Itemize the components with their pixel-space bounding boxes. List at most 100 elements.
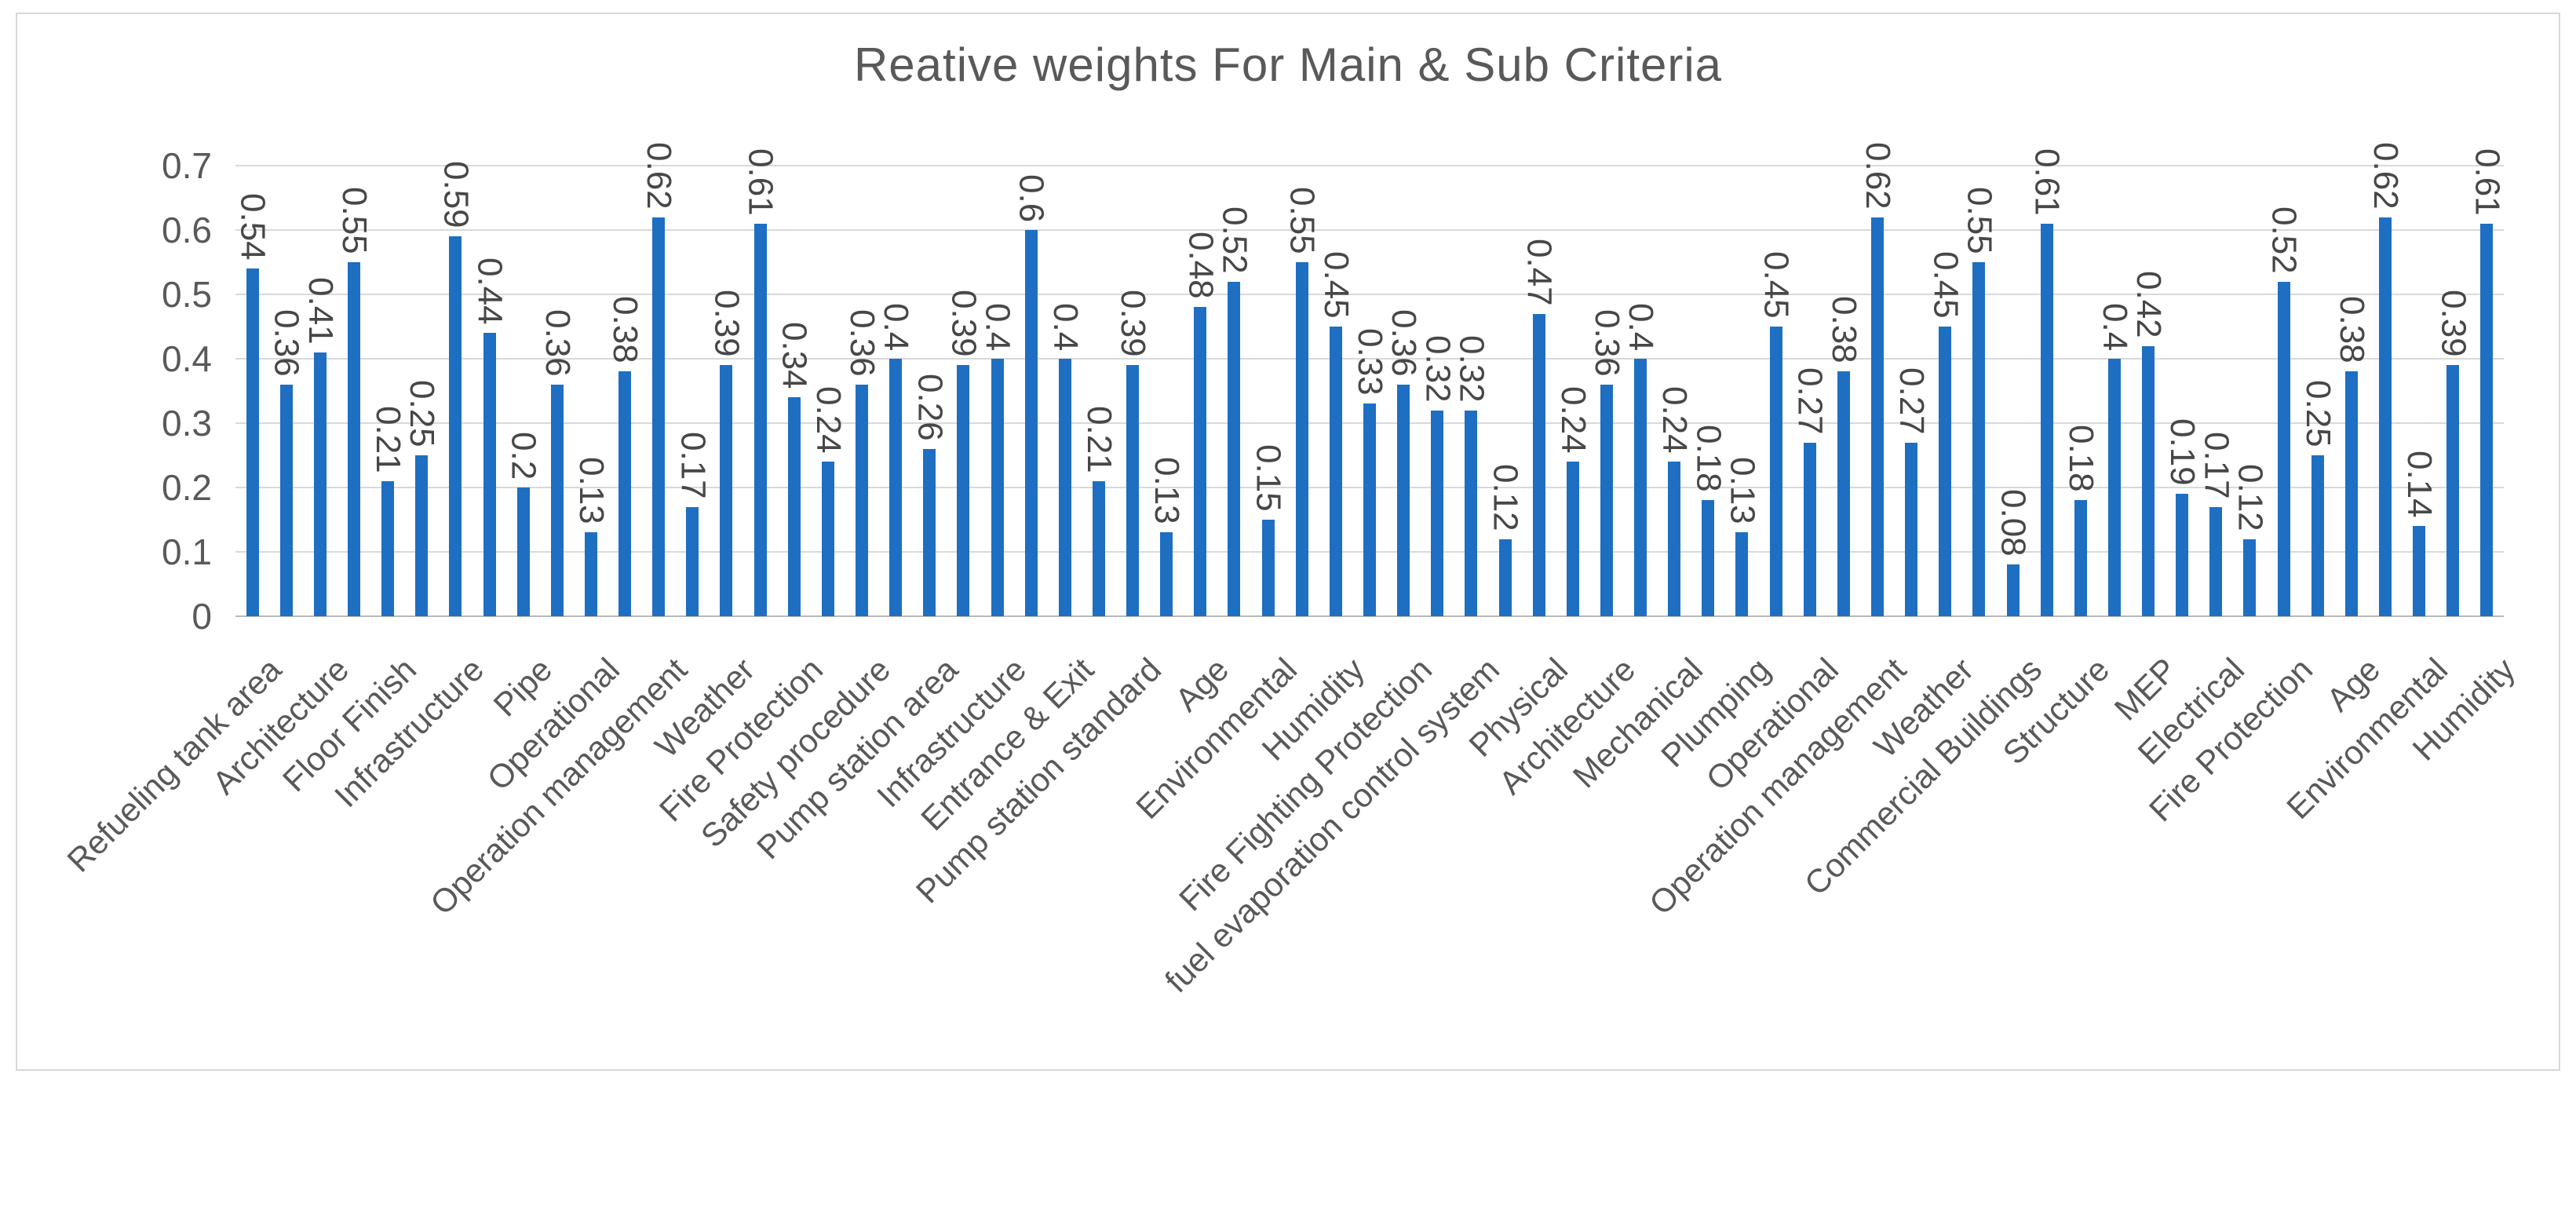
bar-value-label: 0.55 [1283,187,1322,254]
bar [279,384,293,616]
bar [1905,442,1918,616]
bar-value-label: 0.33 [1351,328,1389,396]
bar [720,365,733,616]
bar [449,236,462,616]
bar-value-label: 0.61 [2027,148,2067,216]
bar-value-label: 0.61 [2468,148,2507,216]
bar-value-label: 0.47 [1520,238,1559,306]
bar [2379,217,2392,616]
bar [2006,564,2020,616]
bar-value-label: 0.55 [1960,187,1999,254]
bar [313,352,327,616]
bar-value-label: 0.21 [369,405,408,473]
bar [753,223,767,616]
bar-value-label: 0.6 [1012,174,1051,223]
bar [1261,520,1275,616]
bar [550,384,564,616]
bar [1194,307,1207,616]
bar-value-label: 0.36 [538,309,577,377]
bar-value-label: 0.18 [2061,425,2100,493]
bar [381,480,395,616]
bar [1431,410,1444,616]
bar [1566,462,1579,616]
bar [347,262,360,616]
bar-value-label: 0.41 [301,276,340,345]
y-axis-tick-label: 0.6 [162,210,212,250]
bar-value-label: 0.42 [2129,270,2169,338]
gridline [235,358,2504,360]
bar [483,333,496,616]
bar [1024,230,1038,616]
bar-value-label: 0.34 [775,322,814,389]
bar [415,455,429,616]
bar-value-label: 0.17 [2197,431,2236,499]
bar-value-label: 0.24 [1655,386,1695,454]
bar [2209,506,2223,616]
bar [1837,371,1850,616]
bar-value-label: 0.48 [1181,232,1220,300]
bar [2142,345,2155,616]
bar-value-label: 0.25 [2298,380,2337,447]
bar-value-label: 0.25 [403,380,442,447]
bar [516,487,530,616]
bar-value-label: 0.13 [1723,457,1762,525]
bar [1600,384,1613,616]
bar-value-label: 0.45 [1316,251,1356,319]
bar-value-label: 0.38 [606,296,645,364]
bar-value-label: 0.12 [2231,463,2270,531]
y-axis-tick-label: 0.4 [162,338,212,379]
bar [1465,410,1478,616]
bar [1092,480,1105,616]
bar [1228,281,1241,616]
bar [1532,313,1545,616]
bar-value-label: 0.62 [2366,141,2406,210]
bar [2040,223,2053,616]
bar [1972,262,1986,616]
bar [618,371,632,616]
bar-value-label: 0.44 [470,257,509,325]
bar-value-label: 0.08 [1994,489,2033,557]
bar-value-label: 0.38 [1824,296,1863,364]
bar [1329,327,1342,616]
bar-value-label: 0.14 [2400,451,2439,518]
bar-value-label: 0.24 [1553,386,1593,454]
bar-value-label: 0.45 [1757,251,1796,319]
bar-value-label: 0.39 [1114,290,1153,357]
bar-value-label: 0.55 [334,187,374,254]
bar-value-label: 0.4 [1622,303,1661,352]
bar-value-label: 0.36 [1587,309,1626,377]
bar-value-label: 0.15 [1249,444,1288,512]
bar-value-label: 0.32 [1418,334,1458,403]
bar-value-label: 0.39 [2434,290,2473,357]
bar-value-label: 0.45 [1926,251,1965,319]
bar [584,532,597,616]
bar-value-label: 0.59 [436,161,476,228]
bar [821,462,834,616]
bar-value-label: 0.24 [808,386,848,454]
bar [2243,539,2257,616]
bar [686,506,699,616]
bar [2413,526,2426,616]
gridline [235,229,2504,231]
y-axis-tick-label: 0.3 [162,403,212,444]
bar [2277,281,2290,616]
bar [1397,384,1410,616]
bar [787,397,801,616]
bar [1295,262,1308,616]
bar-value-label: 0.4 [877,303,916,352]
gridline [235,294,2504,295]
bar-value-label: 0.17 [673,431,713,499]
bar [1126,365,1140,616]
bar [1634,359,1647,616]
bar-value-label: 0.39 [707,290,746,357]
bar-value-label: 0.4 [2095,303,2134,352]
bar [246,268,259,616]
bar [2446,365,2460,616]
bar [652,217,666,616]
bar-value-label: 0.21 [1079,405,1118,473]
bar [2176,494,2189,616]
bar-value-label: 0.2 [504,432,543,480]
bar [991,359,1004,616]
bar-value-label: 0.26 [910,373,950,441]
bar [2074,500,2087,616]
